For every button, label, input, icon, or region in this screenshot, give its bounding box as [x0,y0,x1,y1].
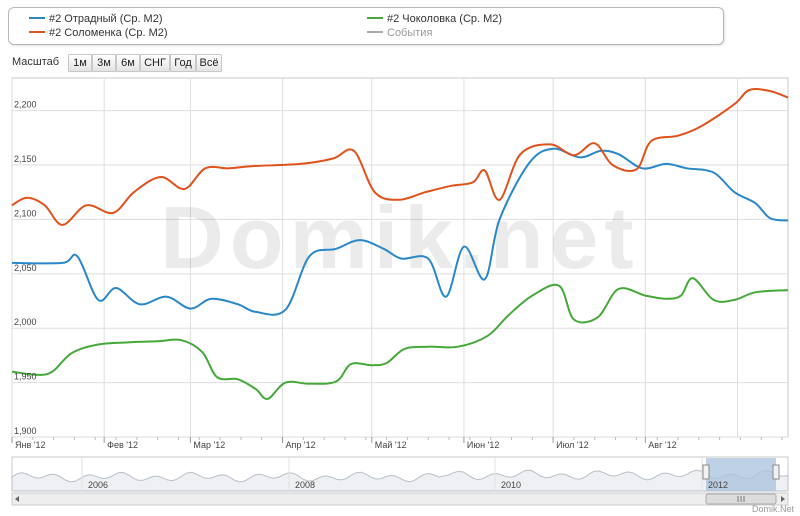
legend-swatch [29,31,45,34]
legend-item-events[interactable]: События [367,27,432,40]
y-tick-label: 1,900 [14,426,37,436]
y-tick-label: 2,000 [14,317,37,327]
zoom-1m-button[interactable]: 1м [68,54,92,72]
legend-item-solomenka[interactable]: #2 Соломенка (Ср. М2) [29,27,168,40]
series-line-otradny[interactable] [11,147,789,316]
navigator-thumbnail [11,469,789,492]
y-tick-label: 1,950 [14,372,37,382]
x-tick-label: Июл '12 [556,440,589,450]
zoom-6m-button[interactable]: 6м [116,54,140,72]
y-tick-label: 2,200 [14,100,37,110]
navigator[interactable]: 2006 2008 2010 2012 [11,456,789,506]
zoom-year-button[interactable]: Год [170,54,196,72]
x-tick-label: Янв '12 [15,440,45,450]
scroll-right-arrow-icon[interactable] [781,496,785,502]
navigator-year-label: 2012 [708,480,728,490]
x-tick-label: Апр '12 [286,440,316,450]
legend-label: #2 Чоколовка (Ср. М2) [387,13,503,25]
navigator-year-label: 2008 [295,480,315,490]
legend-label: #2 Соломенка (Ср. М2) [49,27,168,39]
zoom-label: Масштаб [12,56,60,68]
x-tick-label: Фев '12 [107,440,138,450]
legend-swatch [29,17,45,20]
legend-label: События [387,27,433,39]
legend-item-chokolovka[interactable]: #2 Чоколовка (Ср. М2) [367,13,502,26]
navigator-left-handle[interactable] [702,464,710,480]
zoom-all-button[interactable]: Всё [196,54,222,72]
navigator-year-label: 2006 [88,480,108,490]
zoom-ytd-button[interactable]: СНГ [140,54,170,72]
x-tick-label: Июн '12 [467,440,499,450]
zoom-3m-button[interactable]: 3м [92,54,116,72]
navigator-selection[interactable] [706,458,776,491]
navigator-right-handle[interactable] [772,464,780,480]
legend-swatch [367,17,383,20]
y-tick-label: 2,150 [14,154,37,164]
x-tick-label: Май '12 [375,440,407,450]
x-tick-label: Авг '12 [648,440,676,450]
y-tick-label: 2,050 [14,263,37,273]
x-tick-label: Мар '12 [193,440,225,450]
y-tick-label: 2,100 [14,208,37,218]
navigator-year-label: 2010 [501,480,521,490]
credit-label: Domik.Net [751,504,794,514]
legend-swatch [367,31,383,34]
navigator-scrollbar-track[interactable] [11,492,789,506]
watermark: Domik.net [160,188,639,287]
series-layer [11,88,789,400]
legend-item-otradny[interactable]: #2 Отрадный (Ср. М2) [29,13,163,26]
series-line-solomenka[interactable] [11,88,789,226]
series-line-chokolovka[interactable] [11,277,789,400]
axis-layer: 1,900 1,950 2,000 2,050 2,100 2,150 2,200 Янв '… [11,100,783,450]
legend-label: #2 Отрадный (Ср. М2) [49,13,163,25]
scroll-left-arrow-icon[interactable] [15,496,19,502]
legend: #2 Отрадный (Ср. М2) #2 Чоколовка (Ср. М… [8,7,724,45]
